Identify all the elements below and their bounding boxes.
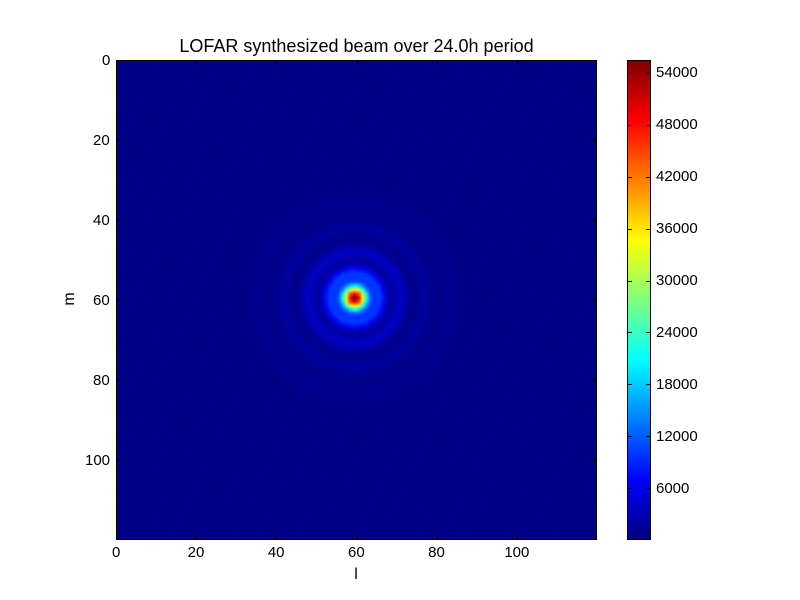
- colorbar-frame: [627, 60, 651, 540]
- chart-title: LOFAR synthesized beam over 24.0h period: [179, 36, 534, 56]
- colorbar-tick-mark-right: [646, 280, 651, 282]
- x-tick-mark: [356, 535, 358, 540]
- x-axis-label: l: [354, 566, 358, 583]
- colorbar-tick-mark: [627, 176, 632, 178]
- y-tick-mark: [116, 380, 121, 381]
- colorbar-tick-mark: [627, 72, 632, 74]
- y-tick-mark: [116, 220, 121, 221]
- x-tick-label: 20: [187, 543, 205, 561]
- y-tick-mark: [116, 460, 121, 461]
- y-tick-label: 20: [93, 131, 110, 149]
- colorbar-tick-mark-right: [646, 488, 651, 490]
- x-tick-label: 100: [504, 543, 530, 561]
- y-tick-label: 60: [93, 291, 110, 309]
- heatmap-plot-area: [116, 60, 597, 540]
- colorbar-gradient: [627, 60, 651, 540]
- colorbar-tick-label: 24000: [656, 323, 698, 341]
- colorbar-tick-mark-right: [646, 124, 651, 126]
- x-tick-label: 40: [267, 543, 285, 561]
- y-tick-mark-right: [592, 460, 597, 461]
- beam-heatmap: [116, 60, 597, 540]
- y-tick-mark-right: [592, 60, 597, 61]
- colorbar-tick-mark: [627, 488, 632, 490]
- y-axis-label: m: [61, 292, 78, 306]
- y-tick-label: 0: [102, 51, 111, 69]
- x-tick-label: 60: [348, 543, 365, 561]
- colorbar-tick-mark: [627, 436, 632, 438]
- colorbar-tick-label: 18000: [656, 375, 698, 393]
- colorbar-tick-label: 54000: [656, 64, 698, 82]
- x-tick-mark: [196, 535, 198, 540]
- colorbar-tick-mark-right: [646, 228, 651, 230]
- colorbar-tick-mark-right: [646, 384, 651, 386]
- colorbar-tick-label: 30000: [656, 272, 698, 290]
- colorbar-tick-mark: [627, 124, 632, 126]
- colorbar-tick-mark-right: [646, 176, 651, 178]
- x-tick-label: 80: [428, 543, 445, 561]
- y-tick-label: 40: [93, 211, 110, 229]
- x-tick-mark-top: [196, 60, 198, 65]
- y-tick-mark-right: [592, 380, 597, 381]
- colorbar-tick-label: 42000: [656, 168, 698, 186]
- x-tick-mark: [436, 535, 438, 540]
- colorbar-tick-label: 12000: [656, 427, 698, 445]
- colorbar-tick-mark: [627, 228, 632, 230]
- colorbar-tick-mark: [627, 280, 632, 282]
- colorbar-tick-label: 48000: [656, 116, 698, 134]
- y-tick-label: 100: [85, 451, 111, 469]
- x-tick-mark-top: [436, 60, 438, 65]
- colorbar-tick-label: 36000: [656, 220, 698, 238]
- y-tick-mark-right: [592, 140, 597, 141]
- x-tick-mark-top: [116, 60, 117, 65]
- colorbar-tick-mark-right: [646, 332, 651, 334]
- x-tick-mark-top: [356, 60, 358, 65]
- axes-frame: [116, 60, 597, 540]
- y-tick-mark: [116, 60, 121, 61]
- y-tick-mark: [116, 300, 121, 301]
- y-tick-mark-right: [592, 300, 597, 301]
- x-tick-label: 0: [112, 543, 121, 561]
- y-tick-mark-right: [592, 220, 597, 221]
- x-tick-mark-top: [516, 60, 518, 65]
- x-tick-mark: [116, 535, 117, 540]
- x-tick-mark: [516, 535, 518, 540]
- colorbar-tick-mark-right: [646, 436, 651, 438]
- colorbar-tick-label: 6000: [656, 479, 690, 497]
- x-tick-mark-top: [276, 60, 278, 65]
- colorbar-tick-mark-right: [646, 72, 651, 74]
- colorbar-tick-mark: [627, 384, 632, 386]
- y-tick-label: 80: [93, 371, 110, 389]
- y-tick-mark: [116, 140, 121, 141]
- colorbar-tick-mark: [627, 332, 632, 334]
- x-tick-mark: [276, 535, 278, 540]
